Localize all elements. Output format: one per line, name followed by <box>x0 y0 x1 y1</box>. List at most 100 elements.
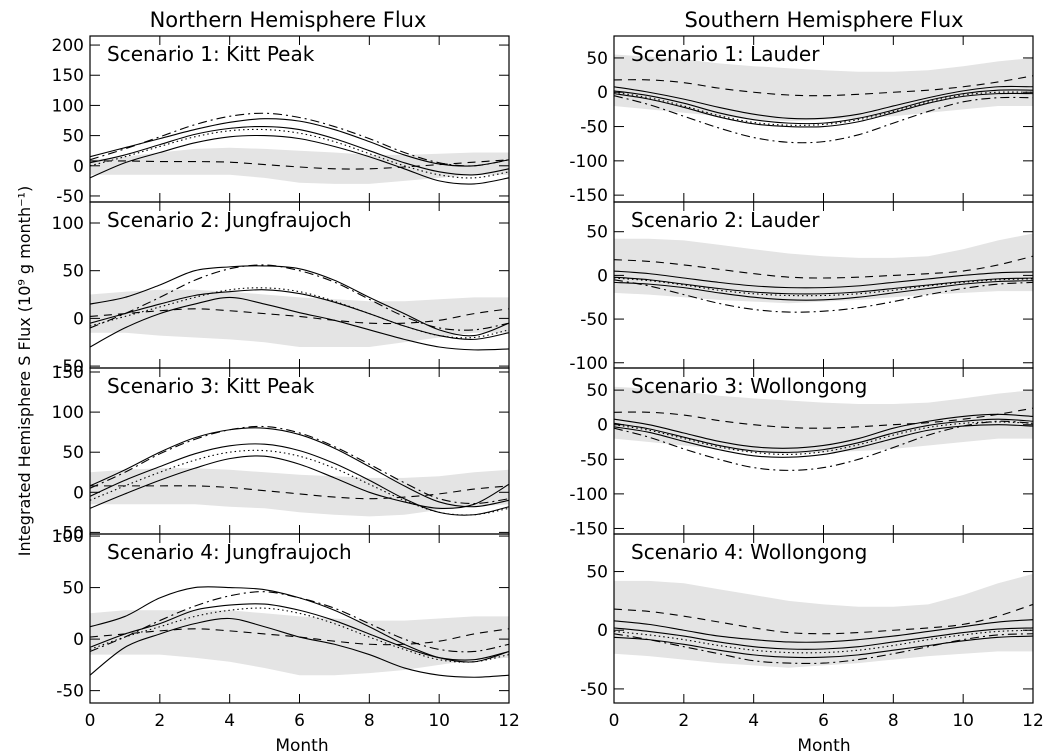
x-tick-label: 0 <box>85 711 96 731</box>
y-tick-label: 0 <box>597 83 608 103</box>
series-solid-1 <box>614 413 1033 449</box>
y-tick-label: 0 <box>597 416 608 436</box>
x-tick-label: 2 <box>678 711 689 731</box>
series-solid-1 <box>614 619 1033 643</box>
y-tick-label: 0 <box>73 483 84 503</box>
series-dashed-6 <box>614 407 1033 429</box>
series-solid-3 <box>90 455 509 509</box>
northern-hemisphere-title: Northern Hemisphere Flux <box>150 8 427 32</box>
y-tick-label: 50 <box>586 381 608 401</box>
panel-title: Scenario 1: Lauder <box>631 42 820 66</box>
series-dashdot-5 <box>90 425 509 505</box>
y-tick-label: -50 <box>56 187 84 207</box>
series-dashdot-5 <box>90 264 509 331</box>
y-tick-label: 0 <box>73 630 84 650</box>
series-dashdot-5 <box>614 95 1033 144</box>
panel-title: Scenario 4: Jungfraujoch <box>107 540 352 564</box>
y-tick-label: 50 <box>62 443 84 463</box>
y-tick-label: -150 <box>569 519 608 539</box>
y-tick-label: -50 <box>580 450 608 470</box>
series-dotted-4 <box>614 629 1033 654</box>
series-dotted-4 <box>90 287 509 339</box>
series-dashed-6 <box>90 308 509 325</box>
y-tick-label: 50 <box>586 563 608 583</box>
y-tick-label: -100 <box>569 354 608 374</box>
series-solid-1 <box>614 85 1033 120</box>
y-tick-label: 100 <box>52 214 84 234</box>
y-tick-label: 50 <box>586 223 608 243</box>
y-tick-label: 100 <box>52 96 84 116</box>
series-solid-1 <box>614 270 1033 289</box>
x-tick-label: 0 <box>609 711 620 731</box>
y-tick-label: 50 <box>62 127 84 147</box>
series-dashdot-5 <box>614 420 1033 471</box>
series-dotted-4 <box>90 128 509 179</box>
series-dashdot-5 <box>90 591 509 653</box>
series-solid-2 <box>614 89 1033 125</box>
panel-title: Scenario 3: Wollongong <box>631 374 867 398</box>
series-dotted-4 <box>614 91 1033 126</box>
series-dotted-4 <box>90 607 509 663</box>
series-solid-2 <box>614 418 1033 453</box>
uncertainty-band <box>614 573 1033 668</box>
series-dashdot-5 <box>90 112 509 167</box>
series-solid-3 <box>614 635 1033 659</box>
series-dashed-6 <box>614 75 1033 97</box>
y-tick-label: 100 <box>52 527 84 547</box>
series-solid-3 <box>90 134 509 185</box>
y-tick-label: 0 <box>597 266 608 286</box>
uncertainty-band <box>614 54 1033 122</box>
series-solid-3 <box>614 280 1033 301</box>
uncertainty-band <box>90 147 509 184</box>
series-solid-1 <box>90 118 509 167</box>
panel-2: -150 -100 -50 0 50 Scenario 1: Lauder <box>569 35 1034 206</box>
panel-title: Scenario 3: Kitt Peak <box>107 374 315 398</box>
x-tick-label: 12 <box>498 711 520 731</box>
y-tick-label: 0 <box>73 309 84 329</box>
panel-1: -50 0 50 100 150 200 Scenario 1: Kitt Peak <box>52 35 510 207</box>
y-tick-label: -50 <box>56 682 84 702</box>
panel-6: -150 -100 -50 0 50 Scenario 3: Wollongong <box>569 367 1034 539</box>
y-tick-label: -100 <box>569 485 608 505</box>
uncertainty-band <box>614 386 1033 454</box>
series-dashed-6 <box>614 603 1033 635</box>
x-tick-label: 10 <box>952 711 974 731</box>
x-tick-label: 4 <box>748 711 759 731</box>
uncertainty-band <box>90 289 509 347</box>
y-tick-label: 0 <box>73 157 84 177</box>
y-tick-label: -50 <box>580 680 608 700</box>
uncertainty-band <box>90 610 509 676</box>
y-tick-label: -50 <box>56 357 84 377</box>
series-solid-3 <box>90 296 509 351</box>
series-dashdot-5 <box>614 279 1033 313</box>
series-dotted-4 <box>90 449 509 516</box>
x-axis-title-right: Month <box>797 736 850 755</box>
y-axis-title: Integrated Hemisphere S Flux (10⁹ g mont… <box>15 186 34 556</box>
series-solid-3 <box>614 92 1033 128</box>
uncertainty-band <box>90 468 509 517</box>
y-tick-label: 50 <box>62 579 84 599</box>
panel-title: Scenario 2: Jungfraujoch <box>107 208 352 232</box>
series-solid-2 <box>614 627 1033 650</box>
y-tick-label: 150 <box>52 363 84 383</box>
x-tick-label: 8 <box>364 711 375 731</box>
series-solid-1 <box>90 427 509 508</box>
y-tick-label: 150 <box>52 66 84 86</box>
x-tick-label: 12 <box>1022 711 1044 731</box>
series-dashdot-5 <box>614 633 1033 665</box>
panel-4: -100 -50 0 50 Scenario 2: Lauder <box>569 201 1034 374</box>
x-tick-label: 2 <box>154 711 165 731</box>
panel-title: Scenario 2: Lauder <box>631 208 820 232</box>
x-axis-title-left: Month <box>275 736 328 755</box>
y-tick-label: -50 <box>580 118 608 138</box>
series-dotted-4 <box>614 421 1033 456</box>
y-tick-label: 0 <box>597 621 608 641</box>
series-dashed-6 <box>90 628 509 646</box>
x-tick-label: 6 <box>818 711 829 731</box>
x-tick-label: 6 <box>294 711 305 731</box>
series-solid-1 <box>90 265 509 337</box>
series-solid-2 <box>90 603 509 661</box>
